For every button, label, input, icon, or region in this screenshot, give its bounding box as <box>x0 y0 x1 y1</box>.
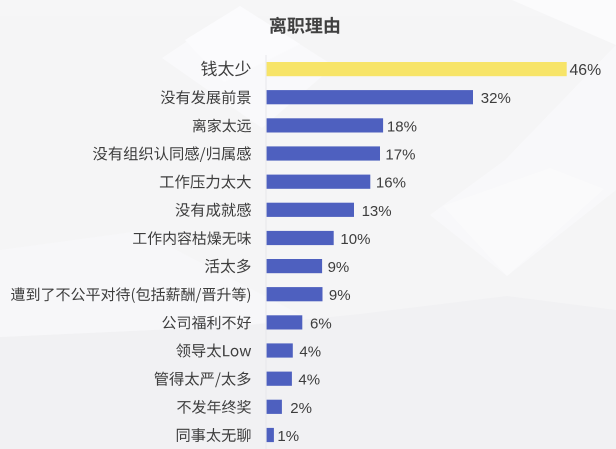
svg-text:2%: 2% <box>290 400 312 417</box>
svg-text:10%: 10% <box>340 231 370 248</box>
svg-text:17%: 17% <box>385 147 415 164</box>
svg-text:46%: 46% <box>570 62 602 79</box>
svg-text:4%: 4% <box>298 372 320 389</box>
svg-text:32%: 32% <box>481 90 511 107</box>
svg-text:16%: 16% <box>376 175 406 192</box>
svg-text:6%: 6% <box>310 315 332 332</box>
svg-text:9%: 9% <box>328 259 350 276</box>
svg-text:9%: 9% <box>329 287 351 304</box>
svg-text:4%: 4% <box>299 344 321 361</box>
svg-text:13%: 13% <box>362 203 392 220</box>
svg-text:1%: 1% <box>277 428 299 445</box>
svg-text:18%: 18% <box>387 118 417 135</box>
